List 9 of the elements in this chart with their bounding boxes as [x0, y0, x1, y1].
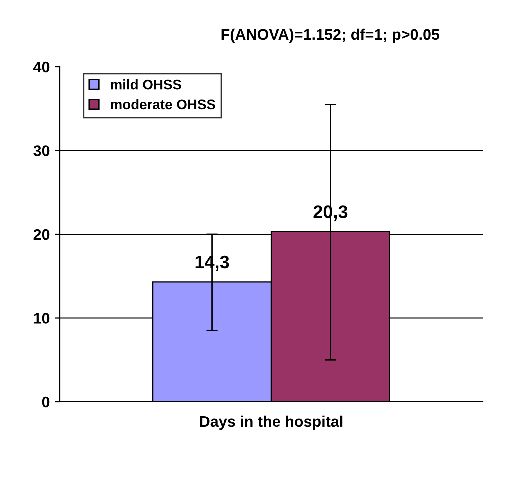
y-tick-label: 0: [42, 396, 50, 408]
chart-title: F(ANOVA)=1.152; df=1; p>0.05: [222, 28, 440, 44]
x-tick-label: Days in the hospital: [200, 416, 343, 430]
legend-label: moderate OHSS: [111, 99, 216, 110]
y-tick-label: 40: [34, 62, 50, 73]
legend-label: mild OHSS: [111, 80, 182, 90]
y-tick-label: 20: [34, 229, 50, 240]
y-tick-label: 30: [34, 146, 50, 156]
y-tick-label: 10: [34, 313, 50, 324]
